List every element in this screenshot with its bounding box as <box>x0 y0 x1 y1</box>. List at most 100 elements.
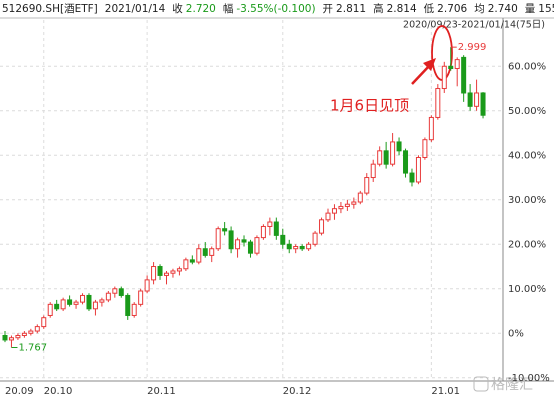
candle-body <box>67 299 73 305</box>
candle-body <box>474 92 480 107</box>
candle-body <box>383 150 389 165</box>
candle-body <box>21 332 27 337</box>
quote-field: 高 2.814 <box>373 1 417 17</box>
quote-field: 均 2.740 <box>474 1 518 17</box>
date-range: 2020/09/23-2021/01/14(75日) <box>403 20 545 31</box>
candle-body <box>170 270 176 274</box>
x-tick-label: 21.01 <box>431 386 460 397</box>
candle-body <box>390 141 396 165</box>
candle-body <box>105 292 111 301</box>
candle-body <box>480 92 486 116</box>
candle-body <box>448 65 454 70</box>
candle-body <box>299 246 305 250</box>
candle-body <box>454 59 460 70</box>
x-tick-label: 20.11 <box>147 386 176 397</box>
candle-body <box>254 237 260 254</box>
field-value: 2.740 <box>487 3 518 15</box>
candle-body <box>325 212 331 221</box>
quote-field: 收 2.720 <box>172 1 216 17</box>
candle-body <box>144 279 150 292</box>
candle-body <box>118 288 124 296</box>
candle-body <box>467 92 473 107</box>
x-tick-label: 20.12 <box>283 386 312 397</box>
field-label: 开 <box>322 3 334 15</box>
candle-body <box>364 177 370 194</box>
high-label: 2.999 <box>458 42 487 53</box>
candle-body <box>183 259 189 270</box>
candle-body <box>293 246 299 250</box>
candle-body <box>222 228 228 232</box>
candle-body <box>344 203 350 207</box>
candle-body <box>267 221 273 227</box>
code: 512690.SH[酒ETF] <box>2 3 98 15</box>
candle-body <box>422 139 428 159</box>
x-tick-label: 20.10 <box>44 386 73 397</box>
field-label: 低 <box>423 3 435 15</box>
candle-body <box>189 259 195 263</box>
candle-body <box>441 65 447 90</box>
y-tick-label: -10.00% <box>508 373 550 384</box>
candle-body <box>41 317 47 328</box>
field-label: 高 <box>373 3 384 15</box>
candle-body <box>80 294 86 303</box>
candle-body <box>396 141 402 152</box>
y-tick-label: 10.00% <box>508 284 546 295</box>
candle-body <box>312 232 318 245</box>
candle-body <box>164 272 169 276</box>
candle-body <box>247 241 253 254</box>
candle-body <box>286 243 292 250</box>
field-value: 2.706 <box>437 3 468 15</box>
candle-body <box>47 303 53 316</box>
date: 2021/01/14 <box>104 3 166 15</box>
candle-body <box>260 225 266 239</box>
candle-body <box>319 219 325 234</box>
candle-body <box>196 248 202 263</box>
field-value: 155万 <box>538 3 554 15</box>
quote-field: 低 2.706 <box>424 1 468 17</box>
annotation: 1月6日见顶 <box>330 97 409 115</box>
candle-body <box>357 192 363 203</box>
candle-body <box>415 157 421 183</box>
candle-body <box>138 290 144 305</box>
candle-body <box>176 268 182 272</box>
y-tick-label: 50.00% <box>508 106 546 117</box>
watermark: 格隆汇 <box>491 377 533 393</box>
candle-body <box>435 88 441 118</box>
candle-body <box>34 326 40 332</box>
quote-field: 幅 -3.55%(-0.100) <box>223 1 316 17</box>
candle-body <box>112 288 118 294</box>
quote-field: 量155万 <box>525 1 554 17</box>
candle-body <box>99 299 105 303</box>
watermark-logo <box>473 376 489 392</box>
candle-body <box>125 294 131 316</box>
candle-body <box>73 301 79 305</box>
field-value: -3.55%(-0.100) <box>236 3 316 15</box>
field-label: 量 <box>524 3 536 15</box>
candle-body <box>461 56 467 94</box>
candle-body <box>2 335 8 341</box>
candle-body <box>370 163 376 179</box>
field-value: 2.814 <box>386 3 417 15</box>
candle-body <box>428 116 434 141</box>
candle-body <box>228 230 234 250</box>
y-tick-label: 40.00% <box>508 150 546 161</box>
candle-body <box>86 294 92 310</box>
candle-body <box>377 150 383 165</box>
field-value: 2.720 <box>185 3 216 15</box>
x-tick-label: 20.09 <box>5 386 34 397</box>
candle-body <box>338 205 344 210</box>
candle-body <box>331 208 337 214</box>
quote-field: 开 2.811 <box>323 1 367 17</box>
field-label: 收 <box>172 3 183 15</box>
y-tick-label: 60.00% <box>508 61 546 72</box>
y-tick-label: 30.00% <box>508 195 546 206</box>
field-value: 2.811 <box>336 3 367 15</box>
y-tick-label: 0% <box>508 328 524 339</box>
candle-body <box>351 201 357 205</box>
candle-body <box>403 150 409 174</box>
candle-body <box>241 239 247 243</box>
candle-body <box>92 301 98 310</box>
candle-body <box>280 234 286 245</box>
